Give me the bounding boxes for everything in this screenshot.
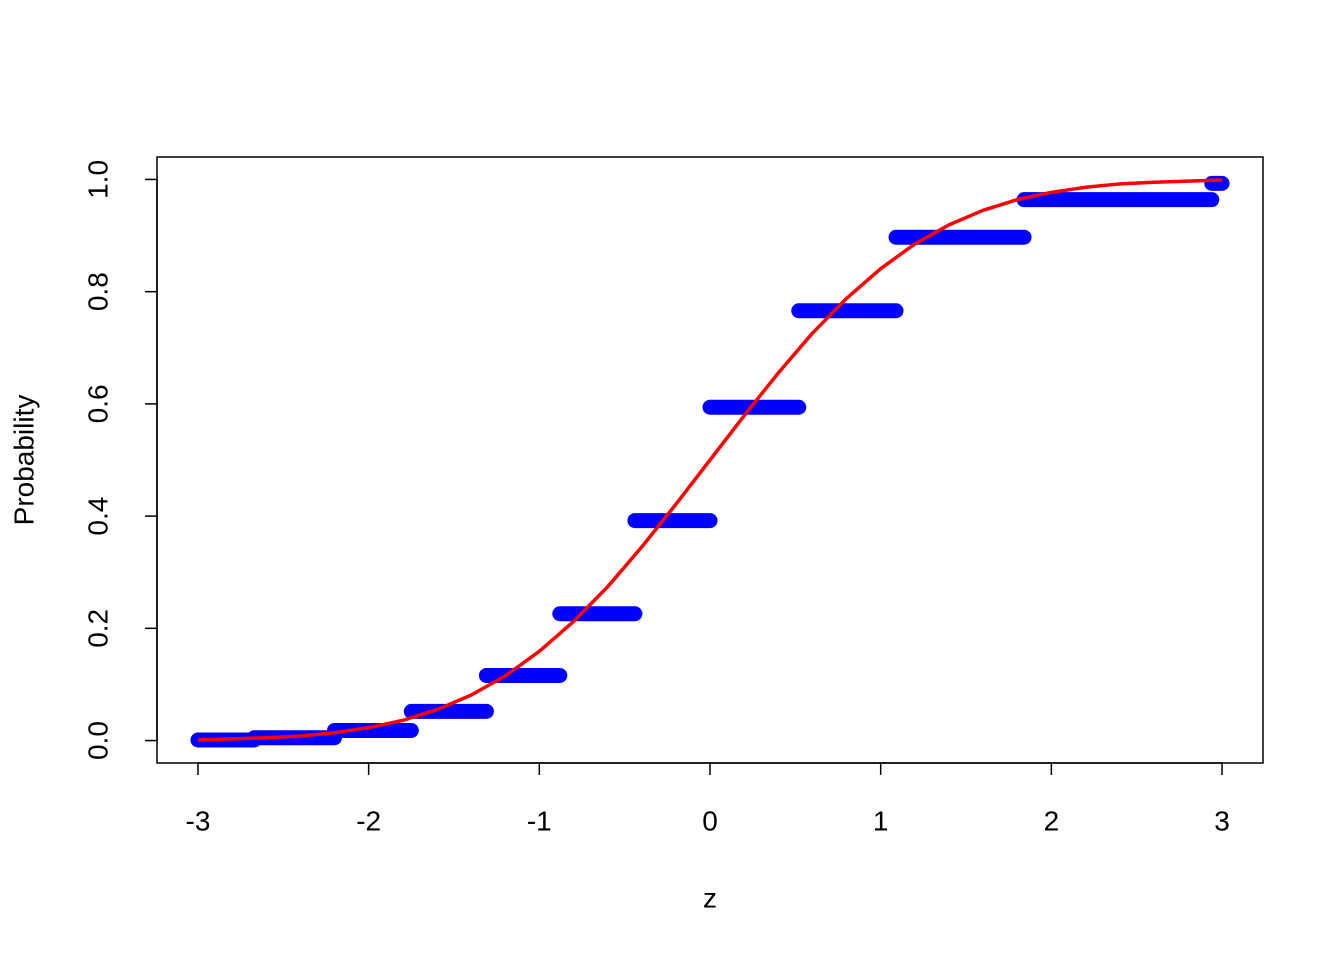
x-tick-label: -3 (186, 805, 211, 836)
y-tick-label: 0.4 (82, 497, 113, 536)
y-tick-label: 0.2 (82, 609, 113, 648)
x-tick-label: 2 (1044, 805, 1060, 836)
y-tick-label: 0.8 (82, 272, 113, 311)
x-tick-label: -1 (527, 805, 552, 836)
x-tick-label: -2 (356, 805, 381, 836)
x-tick-label: 0 (702, 805, 718, 836)
cdf-curve (197, 178, 1223, 742)
y-tick-label: 1.0 (82, 160, 113, 199)
y-tick-label: 0.0 (82, 721, 113, 760)
x-tick-label: 3 (1214, 805, 1230, 836)
y-tick-label: 0.6 (82, 384, 113, 423)
x-axis-label: z (703, 882, 717, 913)
y-axis-label: Probability (8, 395, 39, 526)
x-tick-label: 1 (873, 805, 889, 836)
